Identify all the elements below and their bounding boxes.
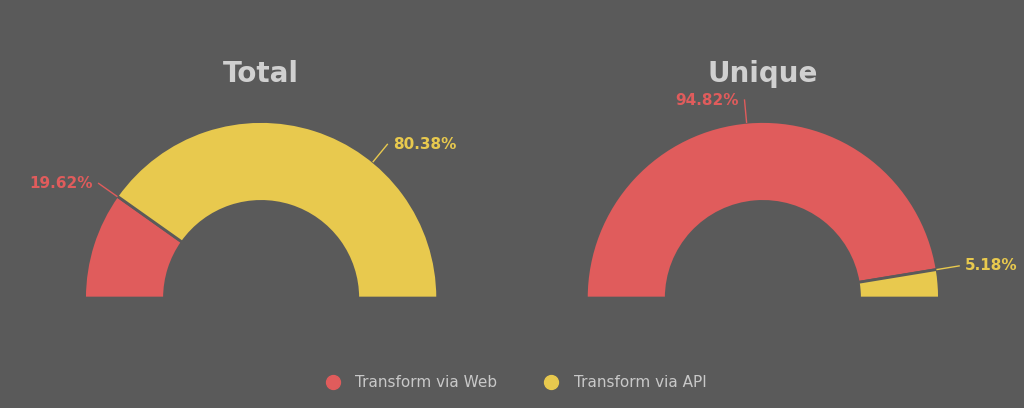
Text: 5.18%: 5.18% [965,258,1017,273]
Text: 80.38%: 80.38% [393,137,457,152]
Wedge shape [117,122,437,298]
Wedge shape [858,269,939,298]
Wedge shape [85,196,182,298]
Text: Total: Total [223,60,299,88]
Text: 94.82%: 94.82% [676,93,739,108]
Legend: Transform via Web, Transform via API: Transform via Web, Transform via API [311,369,713,396]
Text: Unique: Unique [708,60,818,88]
Text: 19.62%: 19.62% [30,176,93,191]
Wedge shape [587,122,937,298]
